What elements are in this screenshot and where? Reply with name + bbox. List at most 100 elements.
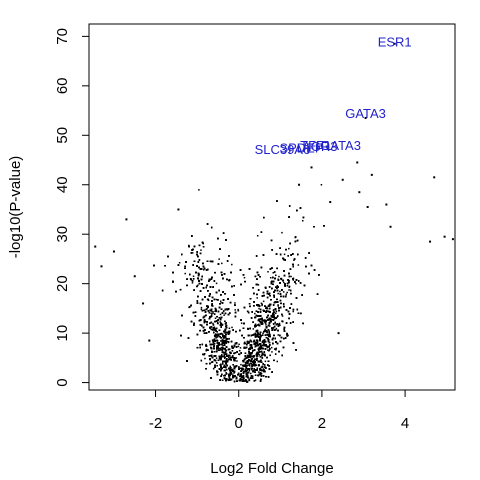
data-point xyxy=(225,331,228,334)
data-point xyxy=(241,380,244,383)
data-point xyxy=(292,279,295,281)
data-point xyxy=(212,310,214,313)
data-point xyxy=(224,331,227,333)
data-point xyxy=(235,357,238,359)
data-point xyxy=(263,370,265,373)
data-point xyxy=(267,349,269,351)
data-point xyxy=(219,313,222,316)
data-point xyxy=(243,276,246,279)
data-point xyxy=(295,282,297,285)
data-point xyxy=(221,363,224,365)
data-point xyxy=(219,347,222,350)
data-point xyxy=(200,249,202,251)
data-point xyxy=(262,342,265,344)
data-point xyxy=(201,325,203,327)
data-point xyxy=(248,369,251,372)
data-point xyxy=(200,306,203,309)
data-point xyxy=(221,262,223,265)
data-point xyxy=(252,328,255,330)
data-point xyxy=(286,284,289,287)
data-point xyxy=(221,353,223,356)
data-point xyxy=(292,310,294,313)
data-point xyxy=(268,325,271,327)
data-point xyxy=(240,374,242,377)
data-point xyxy=(267,271,269,273)
data-point xyxy=(210,312,212,314)
data-point xyxy=(249,365,251,367)
data-point xyxy=(228,358,230,361)
data-point xyxy=(219,321,221,323)
data-point xyxy=(240,363,242,366)
data-point xyxy=(265,324,267,326)
data-point xyxy=(259,320,261,323)
data-point xyxy=(250,367,252,369)
data-point xyxy=(249,372,252,375)
data-point xyxy=(211,313,213,315)
data-point xyxy=(238,343,240,346)
data-point xyxy=(191,282,194,284)
data-point xyxy=(262,368,265,370)
data-point xyxy=(215,282,218,285)
data-point xyxy=(223,337,226,339)
data-point xyxy=(256,355,259,357)
data-point xyxy=(254,312,256,315)
data-point xyxy=(218,334,220,337)
data-point xyxy=(214,310,216,312)
data-point xyxy=(234,309,236,311)
data-point xyxy=(200,308,203,311)
data-point xyxy=(259,336,262,339)
data-point xyxy=(245,371,247,373)
data-point xyxy=(223,339,225,342)
data-point xyxy=(204,357,206,360)
data-point xyxy=(274,312,277,315)
data-point xyxy=(260,302,263,305)
data-point xyxy=(203,321,206,324)
data-point xyxy=(221,349,224,352)
data-point xyxy=(286,291,288,294)
data-point xyxy=(256,283,259,286)
data-point xyxy=(259,360,262,363)
data-point xyxy=(192,275,195,278)
data-point xyxy=(264,360,267,363)
data-point xyxy=(264,328,267,331)
data-point xyxy=(277,304,279,306)
data-point xyxy=(279,324,281,327)
data-point xyxy=(184,272,186,275)
data-point xyxy=(229,370,232,373)
data-point xyxy=(256,297,258,299)
data-point xyxy=(231,263,233,266)
data-point xyxy=(205,343,207,346)
data-point xyxy=(228,375,230,377)
data-point xyxy=(209,279,211,281)
data-point xyxy=(223,314,225,316)
data-point xyxy=(279,290,281,293)
data-point xyxy=(253,358,256,360)
data-point xyxy=(283,281,285,284)
data-point xyxy=(202,269,205,271)
data-point xyxy=(213,346,215,349)
data-point xyxy=(214,328,217,330)
data-point xyxy=(254,379,257,381)
data-point xyxy=(262,332,264,335)
data-point xyxy=(297,264,300,266)
data-point xyxy=(228,327,231,330)
data-point xyxy=(222,344,224,347)
data-point xyxy=(239,374,242,376)
data-point xyxy=(215,333,217,335)
data-point xyxy=(178,261,181,264)
data-point xyxy=(278,322,281,325)
data-point xyxy=(290,275,292,278)
data-point xyxy=(256,342,259,344)
data-point xyxy=(228,337,230,340)
data-point xyxy=(281,315,284,317)
data-point xyxy=(231,326,233,329)
data-point xyxy=(282,291,285,293)
data-point xyxy=(258,307,260,310)
data-point xyxy=(257,284,260,286)
data-point xyxy=(275,310,278,313)
data-point xyxy=(275,347,278,350)
data-point xyxy=(263,341,266,344)
data-point xyxy=(217,322,219,325)
